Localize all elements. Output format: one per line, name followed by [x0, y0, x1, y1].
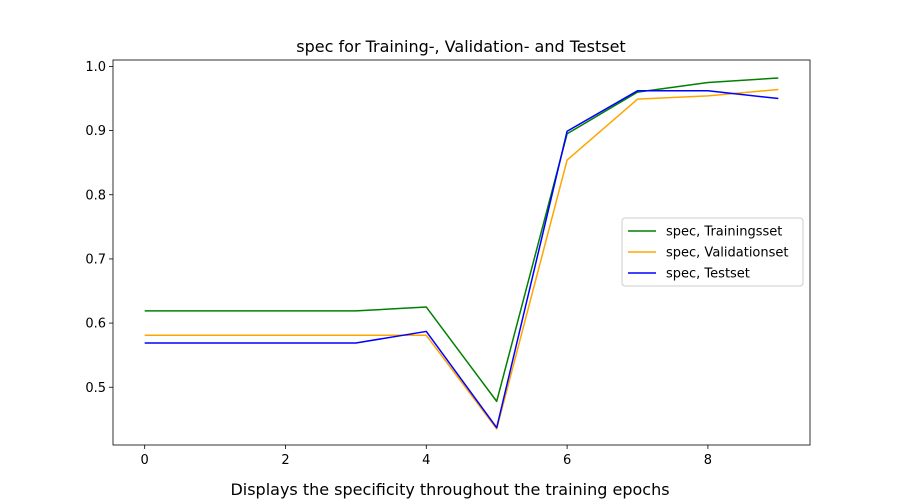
plot-area [112, 59, 811, 446]
x-tick-label: 8 [704, 453, 712, 468]
x-tick-label: 0 [141, 453, 149, 468]
x-tick-label: 4 [422, 453, 430, 468]
legend-label: spec, Validationset [666, 246, 789, 261]
legend-box [621, 217, 804, 287]
y-tick-label: 1.0 [85, 60, 106, 75]
series-line-0 [144, 77, 779, 403]
chart-caption: Displays the specificity throughout the … [230, 480, 669, 499]
y-tick-label: 0.8 [85, 188, 106, 203]
x-tick-label: 2 [281, 453, 289, 468]
legend-label: spec, Trainingsset [666, 225, 782, 240]
series-line-1 [144, 88, 779, 430]
legend-label: spec, Testset [666, 267, 750, 282]
legend: spec, Trainingsset spec, Validationset spe… [621, 217, 804, 287]
y-tick-label: 0.7 [85, 252, 106, 267]
y-tick-label: 0.5 [85, 381, 106, 396]
series-line-2 [144, 90, 779, 429]
plot-frame [112, 59, 811, 446]
x-axis: 0 2 4 6 8 [141, 445, 712, 468]
y-axis: 0.5 0.6 0.7 0.8 0.9 1.0 [85, 60, 113, 396]
series-lines [144, 77, 779, 430]
x-tick-label: 6 [563, 453, 571, 468]
y-tick-label: 0.6 [85, 317, 106, 332]
chart-title: spec for Training-, Validation- and Test… [296, 37, 625, 56]
y-tick-label: 0.9 [85, 124, 106, 139]
